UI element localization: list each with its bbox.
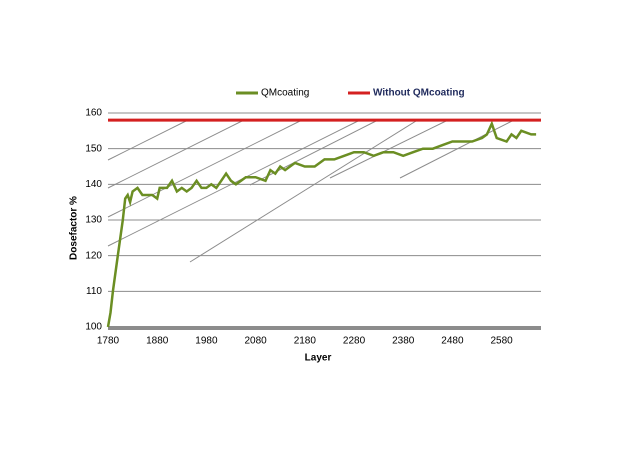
hatch-line bbox=[329, 120, 447, 179]
y-tick-label: 140 bbox=[85, 179, 102, 190]
y-tick-label: 100 bbox=[85, 322, 102, 333]
x-axis-label: Layer bbox=[305, 353, 332, 364]
hatch-line bbox=[107, 120, 301, 218]
y-tick-label: 110 bbox=[86, 286, 102, 297]
x-tick-label: 1980 bbox=[195, 336, 218, 347]
x-tick-label: 2180 bbox=[294, 336, 317, 347]
hatch-line bbox=[189, 120, 417, 263]
x-tick-label: 2480 bbox=[441, 336, 464, 347]
y-tick-label: 150 bbox=[85, 143, 102, 154]
x-tick-label: 1780 bbox=[97, 336, 120, 347]
y-tick-label: 160 bbox=[85, 108, 102, 119]
hatch-line bbox=[249, 120, 377, 186]
x-tick-label: 2580 bbox=[491, 336, 514, 347]
hatch-line bbox=[107, 120, 187, 161]
hatch-line bbox=[399, 120, 513, 179]
x-tick-label: 1880 bbox=[146, 336, 169, 347]
legend-label: QMcoating bbox=[261, 88, 309, 99]
y-tick-label: 120 bbox=[85, 250, 102, 261]
hatching bbox=[107, 120, 513, 263]
hatch-line bbox=[107, 120, 243, 189]
x-tick-label: 2280 bbox=[343, 336, 366, 347]
y-axis-label: Dosefactor % bbox=[69, 196, 80, 260]
data-line bbox=[106, 120, 537, 328]
legend-label: Without QMcoating bbox=[373, 88, 465, 99]
x-tick-label: 2380 bbox=[392, 336, 415, 347]
x-tick-label: 2080 bbox=[244, 336, 267, 347]
y-tick-label: 130 bbox=[85, 215, 102, 226]
